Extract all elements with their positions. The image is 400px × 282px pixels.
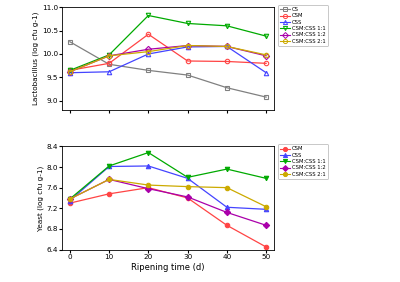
- X-axis label: Ripening time (d): Ripening time (d): [131, 263, 205, 272]
- Y-axis label: Yeast (log cfu g-1): Yeast (log cfu g-1): [37, 165, 44, 231]
- Legend: CS, CSM, CSS, CSM:CSS 1:1, CSM:CSS 1:2, CSM:CSS 2:1: CS, CSM, CSS, CSM:CSS 1:1, CSM:CSS 1:2, …: [278, 5, 328, 46]
- Legend: CSM, CSS, CSM:CSS 1:1, CSM:CSS 1:2, CSM:CSS 2:1: CSM, CSS, CSM:CSS 1:1, CSM:CSS 1:2, CSM:…: [278, 144, 328, 179]
- Y-axis label: Lactobacillus (log cfu g-1): Lactobacillus (log cfu g-1): [32, 12, 39, 105]
